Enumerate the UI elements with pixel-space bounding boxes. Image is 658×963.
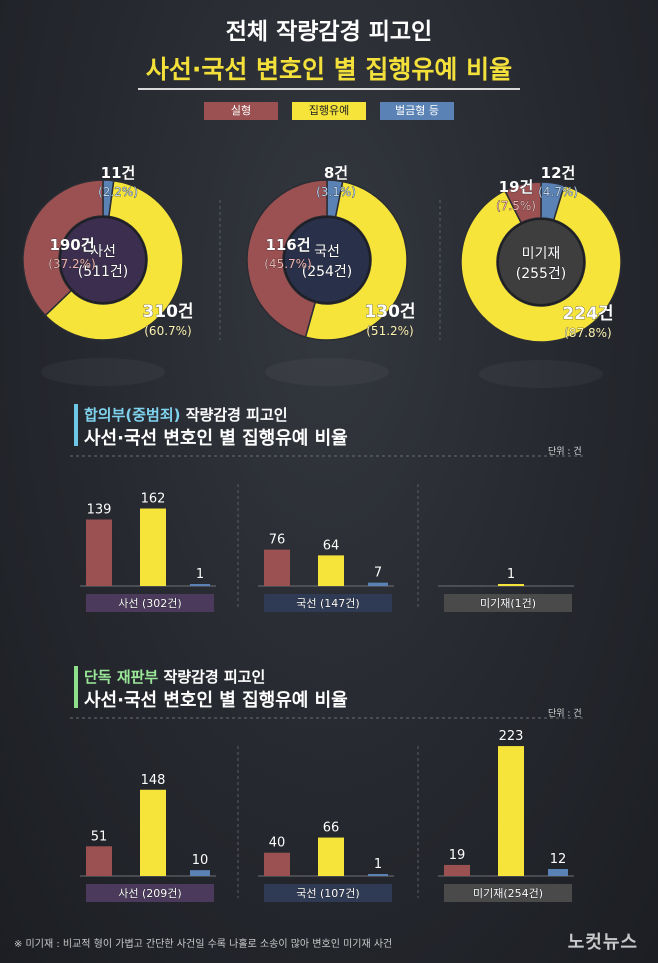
bar-fine [368,874,388,876]
bar-prison [264,852,290,876]
donut-value-label: 19건 [499,178,534,196]
donut-value-label: 224건 [562,304,613,324]
category-label-bg [264,884,392,902]
category-label-bg [444,594,572,612]
donut-pct-label: (45.7%) [264,257,311,271]
donut-slice [44,179,184,341]
category-label: 미기재(254건) [473,887,543,900]
section-1-unit: 단위 : 건 [548,447,582,457]
donut-center-name: 사선 [90,244,116,260]
section-1-highlight: 합의부(중범죄) [84,406,181,424]
bar-fine [548,869,568,876]
section-1-title: 합의부(중범죄) 작량감경 피고인 [84,404,288,425]
donut-value-label: 8건 [324,164,348,182]
donut-pct-label: (51.2%) [366,324,413,338]
donut-center [59,216,147,304]
legend-item-probation: 집행유예 [292,102,366,120]
bar-value-label: 1 [507,567,515,582]
legend-item-fine: 벌금형 등 [380,102,454,120]
section-1-title-rest: 작량감경 피고인 [180,406,288,424]
donut-center [283,216,371,304]
donut-pct-label: (4.7%) [538,185,578,199]
donut-pct-label: (87.8%) [564,326,611,340]
donut-pct-label: (7.5%) [496,199,536,213]
donut-pct-label: (37.2%) [48,257,95,271]
donut-pct-label: (60.7%) [144,324,191,338]
bar-probation [140,789,166,876]
section-2-title: 단독 재판부 작량감경 피고인 [84,666,265,687]
category-label: 국선 (147건) [296,597,359,610]
section-accent-bar-2 [74,666,78,708]
donut-value-label: 190건 [49,236,94,254]
nocutnews-logo: 노컷뉴스 [567,932,638,953]
bar-value-label: 7 [374,566,382,581]
bar-value-label: 51 [91,829,108,844]
section-2-unit: 단위 : 건 [548,709,582,719]
donut-center-name: 미기재 [522,246,561,262]
bar-value-label: 66 [323,821,340,836]
bar-fine [190,870,210,876]
donut-value-label: 130건 [364,302,415,322]
footnote: ※ 미기재 : 비교적 형이 가볍고 간단한 사건일 수록 나홀로 소송이 많아… [14,939,393,950]
category-label-bg [86,594,214,612]
bar-value-label: 139 [87,503,112,518]
bar-value-label: 223 [499,729,524,744]
category-label-bg [264,594,392,612]
donut-center-total: (255건) [516,266,567,282]
category-label: 사선 (209건) [118,887,181,900]
section-2-title-rest: 작량감경 피고인 [158,668,266,686]
bar-value-label: 10 [192,853,209,868]
donut-reflection [41,358,165,386]
bar-probation [318,837,344,876]
donut-value-label: 116건 [265,236,310,254]
bar-probation [498,746,524,876]
bar-value-label: 162 [141,492,166,507]
donut-pct-label: (3.1%) [316,185,356,199]
bar-probation [140,508,166,586]
bar-fine [368,582,388,586]
donut-reflection [479,360,603,388]
legend-item-prison: 실형 [204,102,278,120]
bar-value-label: 40 [269,836,286,851]
bar-prison [444,864,470,876]
bar-value-label: 19 [449,848,466,863]
donut-center-total: (511건) [78,264,129,280]
donut-value-label: 11건 [101,164,136,182]
bar-prison [86,846,112,876]
bar-value-label: 1 [196,567,204,582]
title-line-2: 사선·국선 변호인 별 집행유예 비율 [145,55,513,84]
donut-center-name: 국선 [314,244,340,260]
donut-center-total: (254건) [302,264,353,280]
donut-value-label: 12건 [541,164,576,182]
bar-value-label: 1 [374,857,382,872]
bar-value-label: 148 [141,773,166,788]
donut-pct-label: (2.2%) [98,185,138,199]
donut-center [497,218,585,306]
category-label-bg [86,884,214,902]
bar-probation [498,584,524,586]
bar-fine [190,584,210,586]
category-label-bg [444,884,572,902]
title-underline [138,88,520,90]
section-2-highlight: 단독 재판부 [84,668,159,686]
donut-reflection [265,358,389,386]
category-label: 국선 (107건) [296,887,359,900]
section-1-subtitle: 사선·국선 변호인 별 집행유예 비율 [84,428,348,449]
section-accent-bar-1 [74,404,78,446]
bar-value-label: 64 [323,538,340,553]
bar-prison [86,519,112,586]
title-line-1: 전체 작량감경 피고인 [225,19,433,45]
bar-value-label: 12 [550,852,567,867]
category-label: 사선 (302건) [118,597,181,610]
legend: 실형 집행유예 벌금형 등 [0,102,658,120]
bar-probation [318,555,344,586]
category-label: 미기재(1건) [480,597,536,610]
section-2-subtitle: 사선·국선 변호인 별 집행유예 비율 [84,690,348,711]
bar-prison [264,549,290,586]
bar-value-label: 76 [269,533,286,548]
donut-value-label: 310건 [142,302,193,322]
